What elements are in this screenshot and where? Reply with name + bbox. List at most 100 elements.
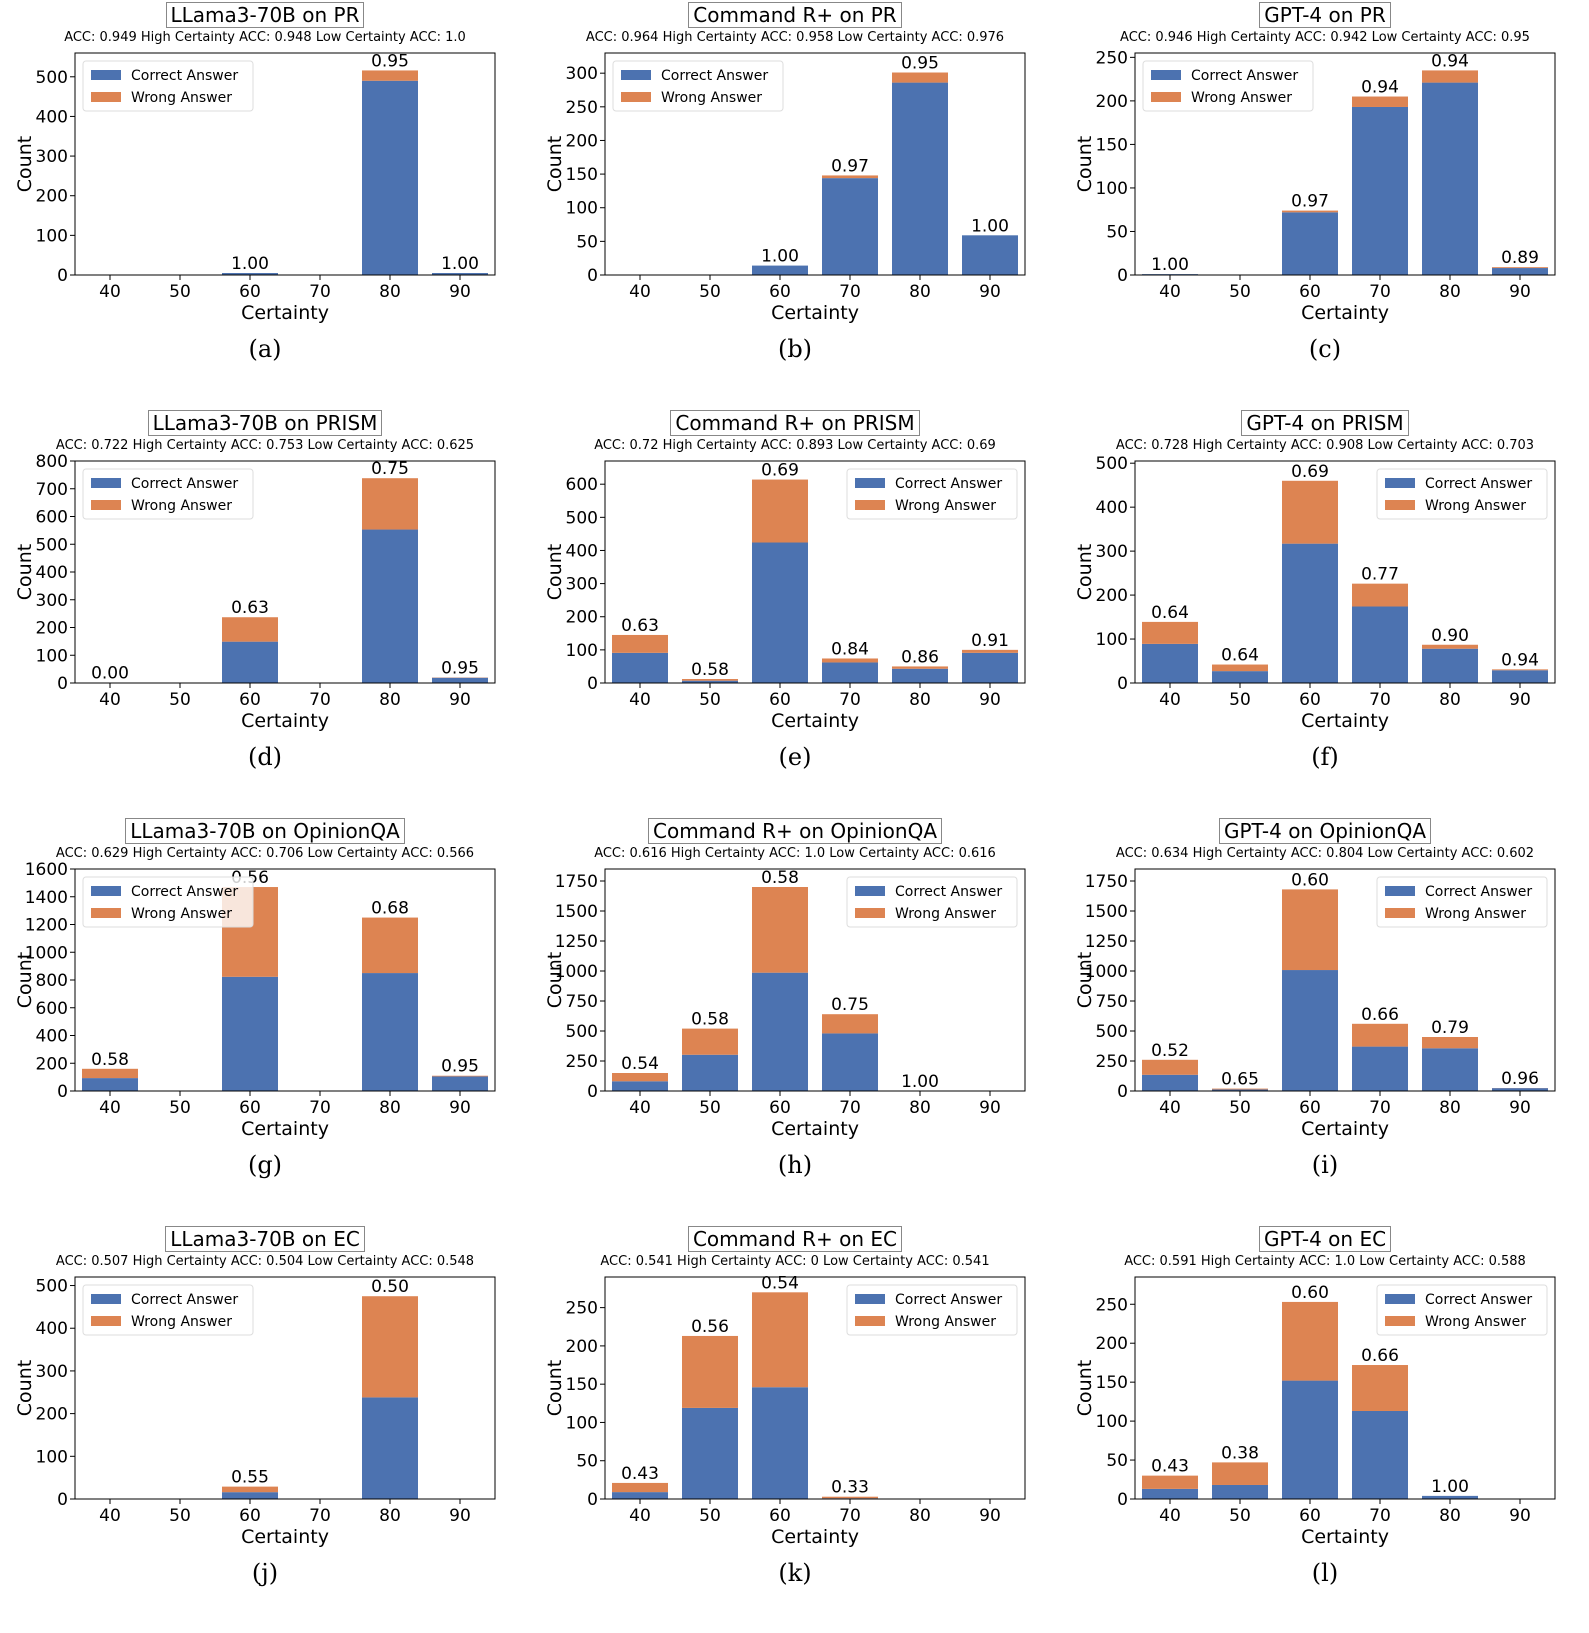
bar-label: 0.86	[901, 647, 939, 667]
y-tick-label: 1750	[1085, 872, 1128, 892]
legend: Correct Answer Wrong Answer	[1376, 876, 1548, 928]
x-tick-label: 80	[379, 282, 401, 302]
legend-swatch-wrong	[91, 908, 121, 918]
bar-chart: 0.54 40 0.58 50 0.58 60 0.75 70 1.00 80 90 0 250 500 7…	[545, 868, 1026, 1140]
bar-correct	[222, 1492, 278, 1499]
y-tick-label: 0	[57, 1490, 68, 1510]
y-tick-label: 700	[36, 480, 68, 500]
y-axis-label: Count	[15, 136, 36, 192]
x-tick-label: 50	[1229, 1506, 1251, 1526]
x-tick-label: 60	[1299, 690, 1321, 710]
bar-label: 0.90	[1431, 626, 1469, 646]
x-tick-label: 40	[629, 1506, 651, 1526]
x-tick-label: 90	[979, 282, 1001, 302]
legend: Correct Answer Wrong Answer	[82, 60, 254, 112]
bar-correct	[1282, 1380, 1338, 1499]
bar-label: 0.68	[371, 899, 409, 919]
chart-panel: Command R+ on PR ACC: 0.964 High Certaint…	[530, 0, 1060, 408]
x-tick-label: 60	[769, 690, 791, 710]
bar-chart: 40 50 0.55 60 70 0.50 80 90 0 100 200 300 400 500 Cert…	[15, 1276, 496, 1548]
x-tick-label: 90	[449, 690, 471, 710]
bar-label: 0.94	[1361, 78, 1399, 98]
x-axis-label: Certainty	[241, 302, 329, 324]
x-tick-label: 40	[99, 1098, 121, 1118]
x-tick-label: 80	[909, 1098, 931, 1118]
bar-wrong	[612, 1073, 668, 1082]
y-tick-label: 0	[1117, 1490, 1128, 1510]
x-tick-label: 80	[909, 1506, 931, 1526]
bar-label: 0.66	[1361, 1005, 1399, 1025]
x-tick-label: 80	[1439, 690, 1461, 710]
bar-label: 0.66	[1361, 1346, 1399, 1366]
x-tick-label: 70	[839, 690, 861, 710]
y-tick-label: 0	[587, 1082, 598, 1102]
y-axis-label: Count	[15, 952, 36, 1008]
plot-frame	[604, 1276, 1026, 1500]
y-tick-label: 1400	[25, 888, 68, 908]
plot-frame	[74, 1276, 496, 1500]
bar-correct	[222, 273, 278, 275]
y-axis-label: Count	[15, 1360, 36, 1416]
bar-wrong	[1282, 210, 1338, 213]
title-wrap: Command R+ on PRISM	[530, 408, 1060, 436]
x-axis-label: Certainty	[241, 710, 329, 732]
y-tick-label: 1500	[1085, 902, 1128, 922]
bar-correct	[752, 1387, 808, 1499]
bar-label: 0.55	[231, 1468, 269, 1488]
legend-box	[1376, 1284, 1548, 1336]
bar-label: 1.00	[1431, 1477, 1469, 1497]
y-tick-label: 250	[566, 1299, 598, 1319]
chart-subtitle: ACC: 0.949 High Certainty ACC: 0.948 Low…	[64, 30, 466, 45]
legend: Correct Answer Wrong Answer	[82, 876, 254, 928]
y-tick-label: 1250	[1085, 932, 1128, 952]
legend-swatch-correct	[91, 886, 121, 896]
legend-label: Correct Answer	[1425, 1292, 1532, 1308]
legend: Correct Answer Wrong Answer	[846, 876, 1018, 928]
legend: Correct Answer Wrong Answer	[82, 468, 254, 520]
bar-correct	[1142, 1488, 1198, 1499]
bar-wrong	[1212, 664, 1268, 672]
y-tick-label: 1500	[555, 902, 598, 922]
bar-correct	[682, 1407, 738, 1499]
bar-label: 0.50	[371, 1277, 409, 1297]
chart-subtitle: ACC: 0.541 High Certainty ACC: 0 Low Cer…	[600, 1254, 990, 1269]
chart-title: LLama3-70B on OpinionQA	[125, 818, 405, 844]
y-tick-label: 0	[57, 1082, 68, 1102]
bar-chart: 40 50 1.00 60 70 0.95 80 1.00 90 0 100 200 300 400 500…	[15, 51, 496, 324]
bar-correct	[612, 652, 668, 683]
bar-correct	[1422, 1048, 1478, 1091]
y-tick-label: 300	[1096, 542, 1128, 562]
legend-swatch-wrong	[1385, 1316, 1415, 1326]
y-tick-label: 1000	[555, 962, 598, 982]
chart-subtitle: ACC: 0.728 High Certainty ACC: 0.908 Low…	[1115, 438, 1535, 453]
bar-label: 1.00	[441, 254, 479, 274]
y-tick-label: 200	[36, 619, 68, 639]
bar-label: 0.54	[761, 1273, 799, 1293]
x-tick-label: 70	[309, 1506, 331, 1526]
y-tick-label: 750	[566, 992, 598, 1012]
bar-label: 0.97	[831, 156, 869, 176]
bar-correct	[962, 652, 1018, 683]
bar-correct	[1212, 1484, 1268, 1499]
legend-label: Correct Answer	[661, 68, 768, 84]
x-tick-label: 80	[1439, 1098, 1461, 1118]
x-tick-label: 90	[1509, 690, 1531, 710]
plot-frame	[1134, 868, 1556, 1092]
y-tick-label: 600	[36, 999, 68, 1019]
bar-correct	[1492, 1088, 1548, 1091]
legend-swatch-correct	[855, 886, 885, 896]
legend-label: Wrong Answer	[895, 498, 996, 514]
legend-label: Wrong Answer	[131, 1314, 232, 1330]
chart-title: Command R+ on OpinionQA	[648, 818, 942, 844]
legend-swatch-correct	[1385, 1294, 1415, 1304]
legend-label: Correct Answer	[1425, 476, 1532, 492]
y-tick-label: 150	[566, 165, 598, 185]
bar-label: 0.94	[1431, 51, 1469, 71]
chart-caption: (c)	[1308, 335, 1342, 363]
bar-label: 0.56	[691, 1317, 729, 1337]
x-axis-label: Certainty	[771, 302, 859, 324]
bar-label: 1.00	[761, 247, 799, 267]
legend-swatch-wrong	[91, 92, 121, 102]
chart-caption: (g)	[247, 1151, 283, 1179]
legend-label: Correct Answer	[131, 884, 238, 900]
